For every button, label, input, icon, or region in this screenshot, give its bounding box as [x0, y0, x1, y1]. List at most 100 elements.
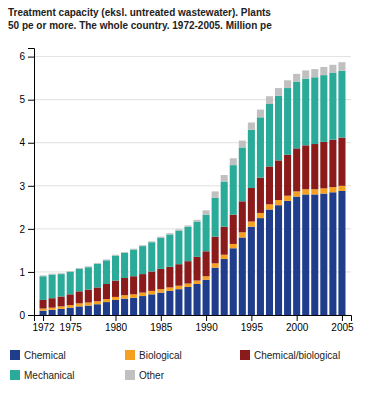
bar [239, 237, 246, 315]
bar [338, 186, 345, 191]
bar [203, 210, 210, 214]
y-tick-mark [28, 272, 34, 273]
y-tick-mark [28, 100, 34, 101]
y-tick-label: 1 [19, 267, 25, 278]
bar [212, 263, 219, 267]
bar [58, 309, 65, 315]
bar [76, 269, 83, 291]
legend-label: Biological [139, 350, 182, 361]
bar [40, 311, 47, 315]
bar [85, 266, 92, 268]
bar [148, 291, 155, 294]
x-tick-mark [70, 315, 71, 321]
bar [85, 267, 92, 289]
x-tick: 1975 [60, 315, 83, 333]
bar [284, 80, 291, 88]
bar [275, 96, 282, 161]
bar [103, 260, 110, 284]
bar [239, 141, 246, 148]
title-line: 50 pe or more. The whole country. 1972-2… [8, 20, 272, 31]
bar [139, 274, 146, 293]
bar [184, 227, 191, 261]
x-axis: 19721975198019851990199520002005 [32, 315, 354, 333]
bar [40, 276, 47, 300]
bar [320, 142, 327, 189]
bar [121, 252, 128, 254]
bar [139, 296, 146, 315]
bar [103, 299, 110, 302]
y-tick-label: 4 [19, 137, 25, 148]
bar [76, 306, 83, 315]
bar [157, 237, 164, 238]
bar [49, 275, 56, 299]
y-tick: 1 [19, 267, 34, 278]
x-tick-label: 2000 [286, 322, 309, 333]
bar [320, 188, 327, 193]
x-tick-label: 1972 [32, 322, 55, 333]
legend-label: Other [139, 370, 165, 381]
bar [329, 140, 336, 187]
bar [293, 148, 300, 191]
bar [320, 194, 327, 315]
bar [212, 268, 219, 315]
bar [94, 262, 101, 264]
bar [338, 191, 345, 315]
bar [266, 104, 273, 166]
bar [329, 65, 336, 73]
bar [203, 276, 210, 279]
bar [184, 284, 191, 287]
bar [175, 289, 182, 315]
bar [311, 69, 318, 77]
legend-swatch [125, 350, 135, 360]
bar [40, 309, 47, 311]
x-tick-label: 1985 [150, 322, 173, 333]
bar [275, 88, 282, 96]
bar [248, 123, 255, 130]
y-tick-mark [28, 57, 34, 58]
x-tick: 1990 [195, 315, 218, 333]
bar [184, 287, 191, 315]
x-tick-label: 2005 [331, 322, 354, 333]
bar [94, 264, 101, 288]
bar [257, 110, 264, 118]
bar [230, 165, 237, 215]
bar [248, 188, 255, 222]
bar [302, 79, 309, 146]
y-tick: 0 [19, 310, 34, 321]
bar [157, 289, 164, 292]
bar [248, 130, 255, 188]
bar [203, 280, 210, 315]
bar [40, 275, 47, 277]
legend-item: Mechanical [10, 370, 75, 381]
x-tick-mark [43, 315, 44, 321]
legend-item: Other [125, 370, 165, 381]
bar [293, 74, 300, 82]
bar [266, 209, 273, 315]
bar [139, 246, 146, 274]
bar [338, 138, 345, 186]
bar-series [40, 138, 346, 309]
bar [49, 310, 56, 315]
bar [49, 308, 56, 310]
bar [293, 197, 300, 315]
bar [139, 245, 146, 247]
bar [184, 225, 191, 226]
bar [284, 88, 291, 155]
bar [284, 155, 291, 196]
bar [85, 303, 92, 306]
bar [221, 259, 228, 315]
bar [112, 256, 119, 281]
bar [212, 198, 219, 237]
bar [230, 248, 237, 315]
bar [130, 248, 137, 250]
bar [121, 295, 128, 298]
bar [58, 306, 65, 309]
bar [302, 194, 309, 315]
bar [193, 284, 200, 315]
bar [58, 273, 65, 275]
bar [94, 304, 101, 315]
x-tick-mark [116, 315, 117, 321]
bar [257, 218, 264, 315]
y-tick-label: 5 [19, 94, 25, 105]
x-tick-mark [161, 315, 162, 321]
